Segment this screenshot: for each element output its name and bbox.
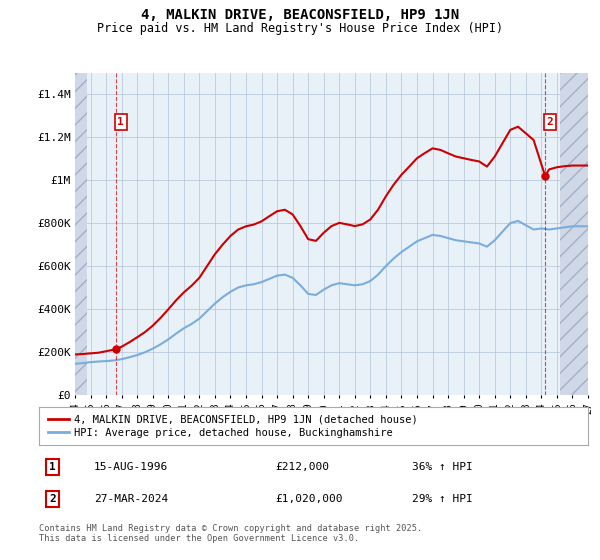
Text: £1,020,000: £1,020,000	[275, 494, 343, 504]
Text: 4, MALKIN DRIVE, BEACONSFIELD, HP9 1JN: 4, MALKIN DRIVE, BEACONSFIELD, HP9 1JN	[141, 8, 459, 22]
Text: 2: 2	[547, 117, 553, 127]
Text: 2: 2	[49, 494, 56, 504]
Text: 15-AUG-1996: 15-AUG-1996	[94, 462, 168, 472]
Text: 1: 1	[49, 462, 56, 472]
Text: £212,000: £212,000	[275, 462, 329, 472]
Legend: 4, MALKIN DRIVE, BEACONSFIELD, HP9 1JN (detached house), HPI: Average price, det: 4, MALKIN DRIVE, BEACONSFIELD, HP9 1JN (…	[44, 410, 422, 442]
Text: Contains HM Land Registry data © Crown copyright and database right 2025.
This d: Contains HM Land Registry data © Crown c…	[39, 524, 422, 543]
Text: 29% ↑ HPI: 29% ↑ HPI	[412, 494, 473, 504]
Text: 36% ↑ HPI: 36% ↑ HPI	[412, 462, 473, 472]
Text: 1: 1	[117, 117, 124, 127]
Text: Price paid vs. HM Land Registry's House Price Index (HPI): Price paid vs. HM Land Registry's House …	[97, 22, 503, 35]
Text: 27-MAR-2024: 27-MAR-2024	[94, 494, 168, 504]
